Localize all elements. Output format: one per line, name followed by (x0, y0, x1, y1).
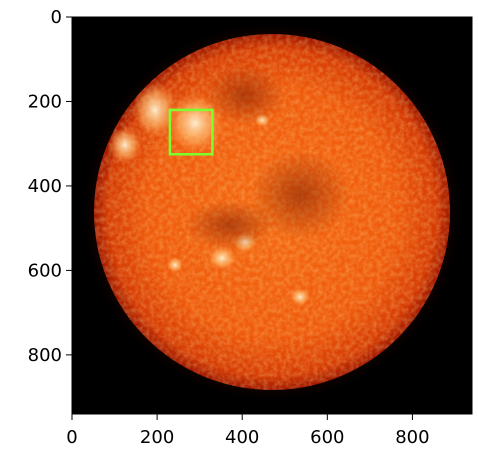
x-tick-label: 800 (395, 427, 429, 448)
axes-frame (71, 16, 473, 415)
solar-image (72, 17, 472, 414)
y-tick-label: 400 (28, 176, 62, 197)
y-axis: 0 200 400 600 800 (28, 7, 72, 366)
dark-region (250, 150, 350, 240)
bright-region (109, 127, 141, 163)
y-tick-label: 600 (28, 260, 62, 281)
dark-region (205, 65, 285, 125)
y-tick-label: 0 (51, 7, 62, 28)
dark-region (185, 200, 275, 250)
bright-region (133, 82, 177, 138)
bright-region (167, 257, 183, 273)
x-tick-label: 600 (310, 427, 344, 448)
y-tick-label: 800 (28, 345, 62, 366)
x-tick-label: 200 (140, 427, 174, 448)
bright-region (290, 288, 310, 306)
bright-region (208, 246, 236, 270)
x-axis: 0 200 400 600 800 (66, 414, 430, 448)
y-tick-label: 200 (28, 91, 62, 112)
annotation-box (168, 108, 214, 156)
x-tick-label: 400 (225, 427, 259, 448)
x-tick-label: 0 (66, 427, 77, 448)
